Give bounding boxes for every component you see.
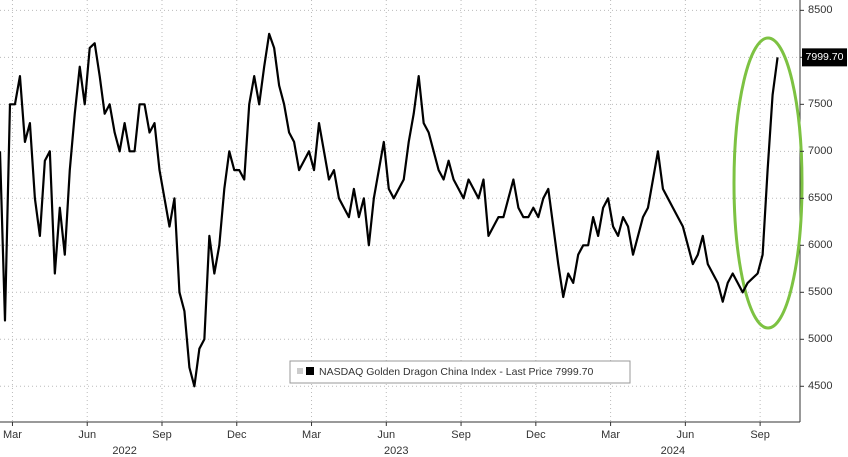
y-tick-label: 6000 bbox=[808, 239, 832, 251]
y-tick-label: 8500 bbox=[808, 4, 832, 16]
y-tick-label: 7000 bbox=[808, 145, 832, 157]
legend: NASDAQ Golden Dragon China Index - Last … bbox=[289, 360, 631, 384]
legend-swatch bbox=[306, 367, 314, 375]
x-tick-label: Sep bbox=[152, 429, 172, 441]
year-label: 2022 bbox=[112, 445, 136, 457]
x-tick-label: Jun bbox=[78, 429, 96, 441]
year-label: 2024 bbox=[661, 445, 685, 457]
x-tick-label: Mar bbox=[302, 429, 321, 441]
x-tick-label: Sep bbox=[451, 429, 471, 441]
last-price-box bbox=[802, 48, 847, 67]
x-tick-label: Mar bbox=[3, 429, 22, 441]
x-tick-label: Mar bbox=[601, 429, 620, 441]
x-tick-label: Sep bbox=[750, 429, 770, 441]
x-tick-label: Dec bbox=[227, 429, 247, 441]
y-tick-label: 5500 bbox=[808, 286, 832, 298]
legend-icon bbox=[297, 368, 303, 374]
y-tick-label: 5000 bbox=[808, 333, 832, 345]
x-tick-label: Jun bbox=[377, 429, 395, 441]
price-line bbox=[0, 32, 779, 388]
x-tick-label: Jun bbox=[676, 429, 694, 441]
y-tick-label: 6500 bbox=[808, 192, 832, 204]
legend-box bbox=[289, 360, 631, 384]
year-label: 2023 bbox=[384, 445, 408, 457]
y-tick-label: 4500 bbox=[808, 380, 832, 392]
highlight-ellipse bbox=[732, 36, 804, 330]
legend-label: NASDAQ Golden Dragon China Index - Last … bbox=[319, 366, 593, 378]
x-tick-label: Dec bbox=[526, 429, 546, 441]
last-price-label: 7999.70 bbox=[806, 51, 844, 63]
y-tick-label: 7500 bbox=[808, 98, 832, 110]
